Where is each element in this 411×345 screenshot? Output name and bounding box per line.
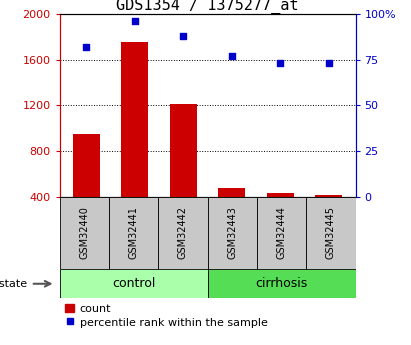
Bar: [158, 197, 208, 269]
Text: GSM32443: GSM32443: [227, 206, 237, 259]
Bar: [306, 197, 356, 269]
Point: [229, 53, 235, 59]
Bar: [121, 42, 148, 197]
Bar: [109, 197, 158, 269]
Bar: [208, 269, 356, 298]
Point: [83, 44, 90, 49]
Bar: [257, 197, 306, 269]
Point: [180, 33, 187, 39]
Title: GDS1354 / 1375277_at: GDS1354 / 1375277_at: [116, 0, 299, 14]
Text: GSM32445: GSM32445: [326, 206, 336, 259]
Bar: [73, 134, 99, 197]
Text: GSM32442: GSM32442: [178, 206, 188, 259]
Bar: [60, 197, 109, 269]
Text: cirrhosis: cirrhosis: [255, 277, 308, 290]
Text: GSM32444: GSM32444: [277, 206, 286, 259]
Text: GSM32440: GSM32440: [79, 206, 89, 259]
Bar: [219, 188, 245, 197]
Legend: count, percentile rank within the sample: count, percentile rank within the sample: [65, 304, 268, 327]
Bar: [316, 195, 342, 197]
Text: control: control: [112, 277, 155, 290]
Point: [326, 60, 332, 66]
Bar: [208, 197, 257, 269]
Bar: [60, 269, 208, 298]
Point: [132, 18, 138, 24]
Text: disease state: disease state: [0, 279, 27, 289]
Bar: [267, 193, 294, 197]
Point: [277, 60, 284, 66]
Bar: [170, 104, 196, 197]
Text: GSM32441: GSM32441: [129, 206, 139, 259]
